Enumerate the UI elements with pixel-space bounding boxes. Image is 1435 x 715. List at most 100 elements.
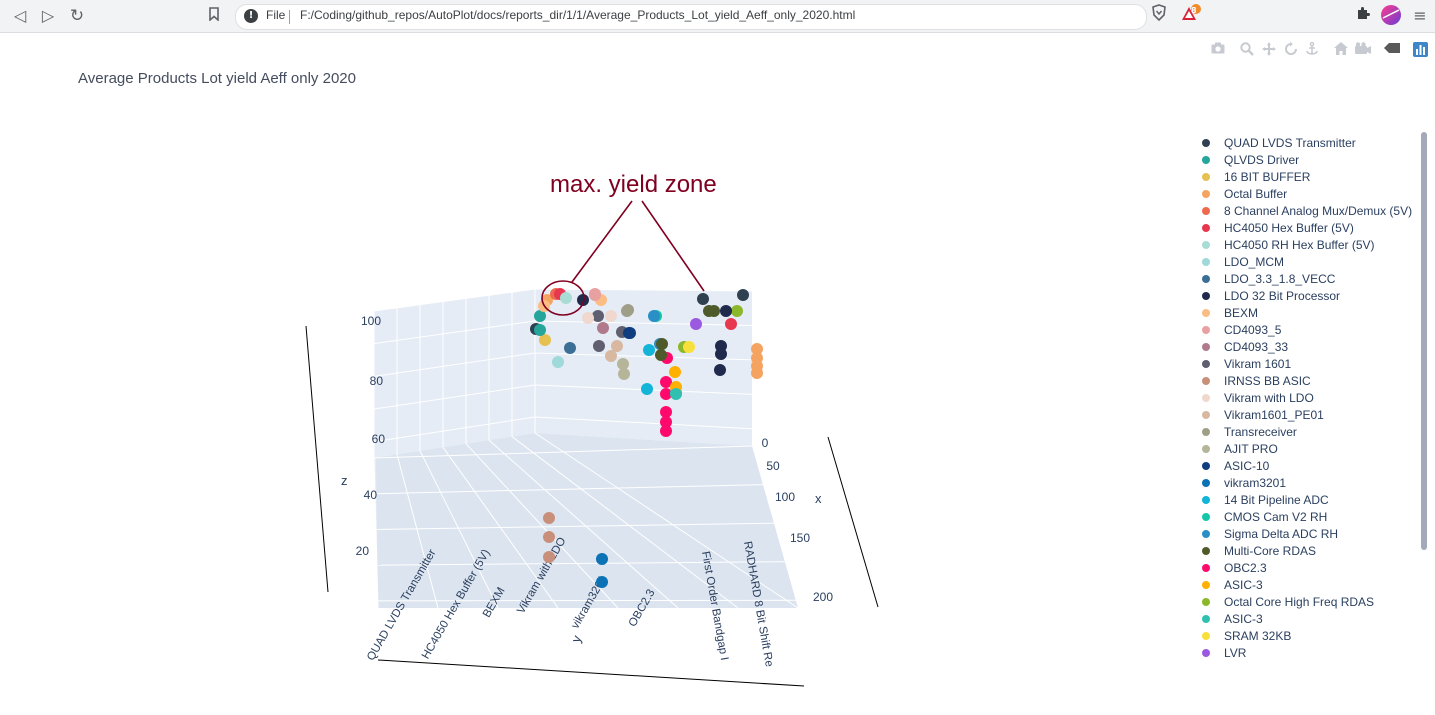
data-point[interactable]	[683, 341, 695, 353]
profile-avatar[interactable]	[1379, 4, 1403, 28]
info-icon[interactable]: !	[244, 9, 258, 23]
grid-line-y-floor	[419, 450, 499, 609]
hover-icon[interactable]	[1384, 42, 1400, 58]
zoom-icon[interactable]	[1239, 42, 1255, 58]
grid-line-z	[373, 416, 536, 443]
grid-line-z-side	[534, 352, 753, 361]
forward-icon[interactable]: ▷	[41, 6, 55, 25]
data-point[interactable]	[543, 531, 555, 543]
data-point[interactable]	[670, 388, 682, 400]
data-point[interactable]	[597, 322, 609, 334]
reload-icon[interactable]: ↻	[69, 6, 85, 26]
data-point[interactable]	[592, 310, 604, 322]
data-point[interactable]	[648, 310, 660, 322]
legend-marker-icon	[1202, 445, 1210, 453]
data-point[interactable]	[655, 349, 667, 361]
grid-line-z	[373, 320, 536, 345]
data-point[interactable]	[560, 292, 572, 304]
bookmark-icon[interactable]	[202, 4, 226, 28]
data-point[interactable]	[605, 310, 617, 322]
data-point[interactable]	[690, 318, 702, 330]
z-tick-label: 80	[370, 374, 384, 388]
url-text[interactable]: F:/Coding/github_repos/AutoPlot/docs/rep…	[300, 8, 856, 22]
camera-icon[interactable]	[1210, 42, 1226, 58]
data-point[interactable]	[611, 340, 623, 352]
data-point[interactable]	[621, 305, 633, 317]
legend-label: QLVDS Driver	[1224, 153, 1300, 167]
data-point[interactable]	[596, 576, 608, 588]
legend-marker-icon	[1202, 632, 1210, 640]
data-point[interactable]	[669, 366, 681, 378]
data-point[interactable]	[577, 294, 589, 306]
data-point[interactable]	[660, 416, 672, 428]
data-point[interactable]	[534, 310, 546, 322]
data-point[interactable]	[641, 383, 653, 395]
plotly-logo-icon[interactable]	[1412, 42, 1428, 58]
back-wall	[374, 289, 535, 458]
data-point[interactable]	[703, 305, 715, 317]
legend-label: 16 BIT BUFFER	[1224, 170, 1311, 184]
data-point[interactable]	[751, 367, 763, 379]
data-point[interactable]	[539, 334, 551, 346]
back-icon[interactable]: ◁	[13, 6, 27, 25]
data-point[interactable]	[660, 425, 672, 437]
data-point[interactable]	[564, 342, 576, 354]
data-point[interactable]	[543, 551, 555, 563]
grid-line-y-floor	[488, 439, 679, 609]
legend-marker-icon	[1202, 530, 1210, 538]
extensions-icon[interactable]	[1351, 4, 1375, 28]
annotation-text: max. yield zone	[550, 171, 717, 198]
data-point[interactable]	[737, 289, 749, 301]
data-point[interactable]	[643, 344, 655, 356]
data-point[interactable]	[720, 305, 732, 317]
legend-marker-icon	[1202, 360, 1210, 368]
brave-shield-icon[interactable]	[1147, 4, 1171, 28]
y-axis-title: y	[568, 633, 584, 645]
data-point[interactable]	[589, 288, 601, 300]
data-point[interactable]	[534, 324, 546, 336]
data-point[interactable]	[660, 376, 672, 388]
grid-line-z-side	[534, 288, 753, 292]
data-points[interactable]	[530, 288, 763, 588]
data-point[interactable]	[618, 368, 630, 380]
grid-line-z	[373, 288, 536, 312]
legend-label: 8 Channel Analog Mux/Demux (5V)	[1224, 204, 1413, 218]
legend-label: vikram3201	[1224, 476, 1287, 490]
legend-label: Octal Core High Freq RDAS	[1224, 595, 1375, 609]
grid-line-x-floor	[375, 522, 774, 530]
data-point[interactable]	[617, 358, 629, 370]
z-tick-label: 60	[372, 432, 386, 446]
address-bar[interactable]: ! File F:/Coding/github_repos/AutoPlot/d…	[235, 4, 1147, 30]
grid-line-z-side	[534, 416, 753, 430]
data-point[interactable]	[715, 348, 727, 360]
brave-rewards-icon[interactable]: 8	[1179, 4, 1203, 28]
pan-icon[interactable]	[1261, 42, 1277, 58]
legend-marker-icon	[1202, 513, 1210, 521]
legend-marker-icon	[1202, 649, 1210, 657]
data-point[interactable]	[623, 327, 635, 339]
data-point[interactable]	[751, 343, 763, 355]
data-point[interactable]	[731, 305, 743, 317]
data-point[interactable]	[660, 388, 672, 400]
data-point[interactable]	[593, 340, 605, 352]
data-point[interactable]	[605, 350, 617, 362]
legend-marker-icon	[1202, 156, 1210, 164]
data-point[interactable]	[543, 512, 555, 524]
orbit-icon[interactable]	[1283, 42, 1299, 58]
legend-scrollbar[interactable]	[1421, 132, 1427, 550]
legend-marker-icon	[1202, 496, 1210, 504]
data-point[interactable]	[725, 318, 737, 330]
camera-view-icon[interactable]	[1355, 42, 1371, 58]
turntable-icon[interactable]	[1304, 41, 1320, 58]
data-point[interactable]	[697, 293, 709, 305]
data-point[interactable]	[552, 356, 564, 368]
menu-icon[interactable]: ≡	[1413, 6, 1427, 25]
legend-marker-icon	[1202, 326, 1210, 334]
data-point[interactable]	[582, 312, 594, 324]
data-point[interactable]	[596, 553, 608, 565]
data-point[interactable]	[660, 406, 672, 418]
data-point[interactable]	[714, 364, 726, 376]
data-point[interactable]	[656, 338, 668, 350]
home-icon[interactable]	[1333, 42, 1349, 58]
